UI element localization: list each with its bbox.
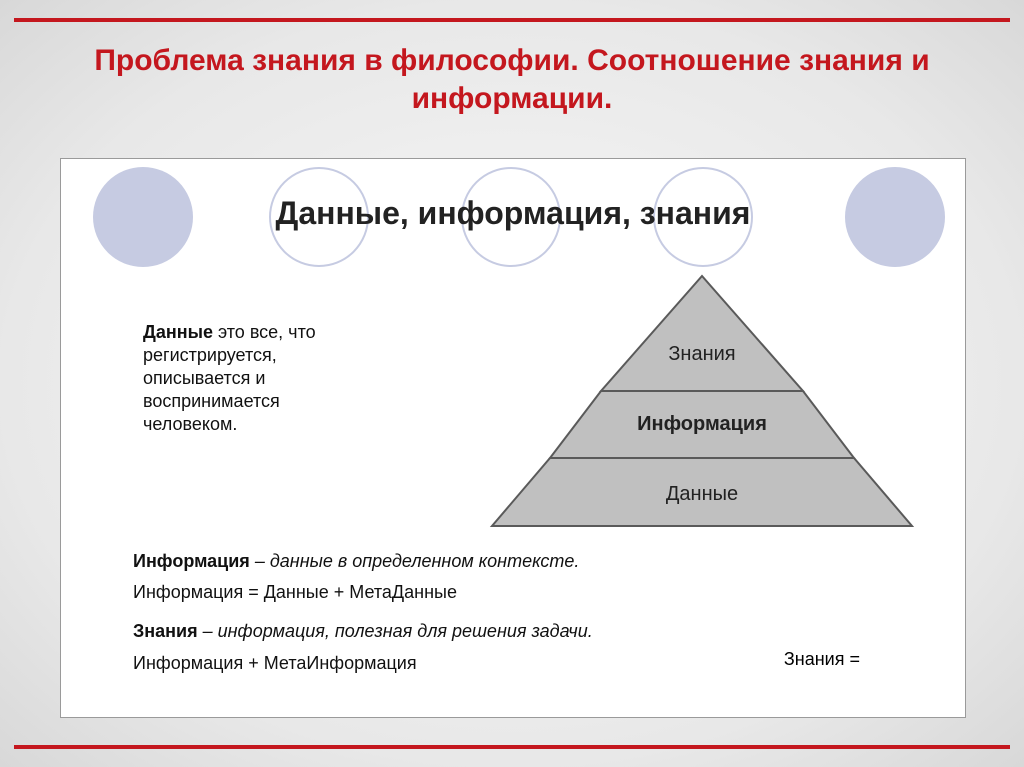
def-data-l5: человеком. [143,413,453,436]
bottom-red-bar [14,745,1010,749]
top-red-bar [14,18,1010,22]
def-know-tail: – информация, полезная для решения задач… [198,621,593,641]
content-panel: Данные, информация, знания Данные это вс… [60,158,966,718]
def-info-tail: – данные в определенном контексте. [250,551,580,571]
pyramid-label-middle: Информация [487,413,917,436]
lower-definitions: Информация – данные в определенном конте… [133,549,895,682]
def-know-bold: Знания [133,621,198,641]
pyramid-diagram: Знания Информация Данные [487,271,917,531]
def-know-eq: Информация + МетаИнформация [133,651,895,676]
def-data-l3: описывается и [143,367,453,390]
def-data-rest1: это все, что [213,322,316,342]
def-info-bold: Информация [133,551,250,571]
def-data-l2: регистрируется, [143,344,453,367]
slide-title: Проблема знания в философии. Соотношение… [0,42,1024,117]
pyramid-layer-top [601,276,803,391]
pyramid-label-top: Знания [487,343,917,366]
subtitle: Данные, информация, знания [61,195,965,232]
def-info-eq: Информация = Данные + МетаДанные [133,580,895,605]
def-data-bold: Данные [143,322,213,342]
def-data-l4: воспринимается [143,390,453,413]
know-eq-right: Знания = [784,649,860,670]
pyramid-label-bottom: Данные [487,483,917,506]
definition-data: Данные это все, что регистрируется, опис… [143,321,453,436]
